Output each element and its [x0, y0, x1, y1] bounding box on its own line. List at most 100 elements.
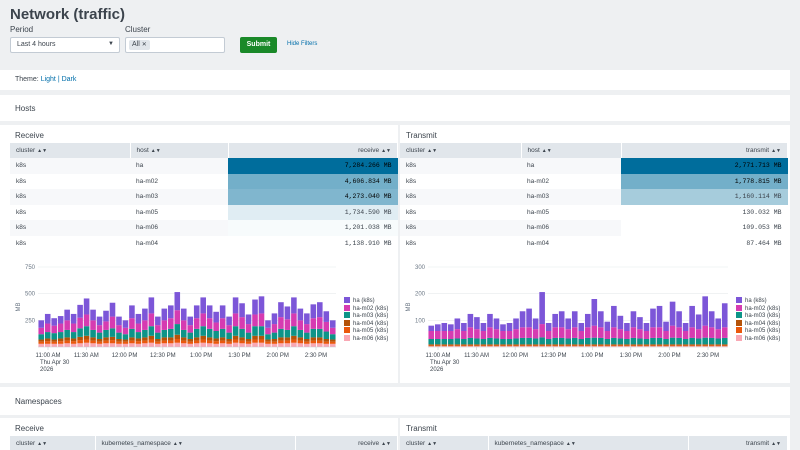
column-header-host[interactable]: host ▲▼: [521, 143, 622, 158]
table-row[interactable]: k8s ha-m05 1,734.590 MB: [10, 204, 398, 220]
cell-value: 1,201.038 MB: [228, 220, 398, 236]
bar-segment: [64, 329, 70, 338]
bar-segment: [57, 316, 64, 324]
bar-segment: [180, 337, 187, 341]
table-row[interactable]: k8s ha-m04 1,138.910 MB: [10, 235, 398, 251]
bar-segment: [493, 318, 500, 330]
bar-segment: [213, 341, 219, 344]
cluster-chip[interactable]: All ✕: [129, 40, 150, 50]
bar-segment: [96, 316, 103, 326]
theme-light-link[interactable]: Light: [40, 76, 56, 83]
y-tick-label: 250: [25, 318, 36, 324]
bar-segment: [200, 339, 206, 343]
table-row[interactable]: k8s ha-m05 130.032 MB: [400, 204, 788, 220]
legend-swatch: [344, 327, 350, 334]
table-row[interactable]: k8s ha-m02 4,606.834 MB: [10, 173, 398, 189]
bar-segment: [461, 344, 467, 346]
bar-segment: [695, 314, 702, 330]
bar-segment: [64, 320, 70, 330]
bar-segment: [637, 338, 643, 345]
bar-segment: [532, 346, 539, 347]
submit-button[interactable]: Submit: [240, 37, 277, 53]
column-header-transmit[interactable]: transmit ▲▼: [688, 436, 788, 450]
close-icon[interactable]: ✕: [141, 42, 147, 48]
hide-filters-link[interactable]: Hide Filters: [287, 41, 318, 47]
column-header-namespace[interactable]: kubernetes_namespace ▲▼: [95, 436, 296, 450]
bar-segment: [265, 320, 271, 328]
bar-segment: [669, 344, 676, 346]
legend-label: ha-m04 (k8s): [745, 320, 781, 327]
bar-segment: [441, 323, 448, 331]
theme-dark-link[interactable]: Dark: [61, 76, 77, 83]
column-header-cluster[interactable]: cluster ▲▼: [10, 143, 131, 158]
column-header-host[interactable]: host ▲▼: [130, 143, 229, 158]
table-row[interactable]: k8s ha 2,771.713 MB: [400, 158, 788, 174]
legend-item[interactable]: ha-m06 (k8s): [344, 334, 388, 343]
bar-segment: [637, 317, 643, 330]
bar-segment: [617, 345, 624, 347]
bar-segment: [187, 339, 194, 342]
legend-item[interactable]: ha-m04 (k8s): [344, 319, 388, 328]
bar-segment: [448, 345, 454, 347]
bar-segment: [715, 318, 722, 330]
bar-segment: [90, 340, 96, 344]
cell-value: 1,138.910 MB: [228, 235, 398, 251]
period-select[interactable]: Last 4 hours ▼: [10, 37, 120, 53]
bar-segment: [643, 344, 650, 346]
bar-segment: [83, 339, 90, 343]
table-row[interactable]: k8s ha-m06 1,201.038 MB: [10, 220, 398, 236]
bar-segment: [44, 323, 51, 333]
bar-segment: [624, 345, 630, 347]
bar-segment: [676, 311, 682, 328]
bar-segment: [500, 339, 506, 345]
namespaces-section-header: Namespaces: [0, 387, 790, 415]
table-row[interactable]: k8s ha-m03 1,160.114 MB: [400, 189, 788, 205]
cell-value: 1,160.114 MB: [621, 189, 788, 205]
chevron-down-icon: ▼: [108, 41, 114, 47]
table-row[interactable]: k8s ha-m03 4,273.040 MB: [10, 189, 398, 205]
cell-host: ha-m03: [521, 189, 621, 205]
bar-segment: [323, 331, 330, 339]
table-row[interactable]: k8s ha-m02 1,778.815 MB: [400, 173, 788, 189]
legend-item[interactable]: ha-m04 (k8s): [736, 319, 781, 328]
cell-host: ha-m02: [527, 177, 550, 185]
column-header-namespace[interactable]: kubernetes_namespace ▲▼: [488, 436, 689, 450]
bar-segment: [284, 319, 291, 330]
legend-item[interactable]: ha-m03 (k8s): [344, 312, 388, 320]
table-row[interactable]: k8s ha 7,284.266 MB: [10, 158, 398, 174]
bar-segment: [284, 306, 291, 320]
column-header-cluster[interactable]: cluster ▲▼: [10, 436, 96, 450]
legend-item[interactable]: ha (k8s): [344, 297, 388, 305]
legend-item[interactable]: ha-m05 (k8s): [736, 327, 780, 335]
cell-cluster: k8s: [10, 220, 130, 236]
column-header-cluster[interactable]: cluster ▲▼: [400, 436, 489, 450]
sort-icon: ▲▼: [381, 441, 391, 447]
bar-segment: [168, 343, 174, 347]
namespaces-transmit-panel: Transmit cluster ▲▼ kubernetes_namespace ▲…: [400, 418, 790, 450]
cluster-multiselect[interactable]: All ✕: [125, 37, 225, 53]
bar-segment: [689, 346, 695, 347]
x-tick-sublabel: Thu Apr 30: [430, 360, 460, 366]
bar-segment: [493, 345, 500, 347]
bar-segment: [474, 344, 480, 346]
table-row[interactable]: k8s ha-m04 87.464 MB: [400, 235, 788, 251]
table-row[interactable]: k8s ha-m06 109.053 MB: [400, 220, 788, 236]
cell-cluster: k8s: [400, 189, 521, 205]
legend-item[interactable]: ha-m03 (k8s): [736, 312, 780, 320]
bar-segment: [148, 339, 155, 343]
bar-segment: [122, 341, 129, 344]
column-header-transmit[interactable]: transmit ▲▼: [621, 143, 788, 158]
column-header-receive[interactable]: receive ▲▼: [295, 436, 398, 450]
bar-segment: [578, 339, 585, 345]
legend-item[interactable]: ha-m06 (k8s): [736, 334, 780, 343]
legend-item[interactable]: ha-m02 (k8s): [736, 304, 780, 313]
bar-segment: [258, 326, 265, 336]
legend-item[interactable]: ha-m02 (k8s): [344, 304, 388, 313]
bar-segment: [193, 318, 200, 329]
bar-segment: [297, 308, 304, 321]
legend-item[interactable]: ha (k8s): [736, 297, 780, 305]
column-header-cluster[interactable]: cluster ▲▼: [400, 143, 522, 158]
namespaces-title: Namespaces: [15, 397, 62, 406]
column-header-receive[interactable]: receive ▲▼: [228, 143, 398, 158]
legend-item[interactable]: ha-m05 (k8s): [344, 327, 388, 335]
